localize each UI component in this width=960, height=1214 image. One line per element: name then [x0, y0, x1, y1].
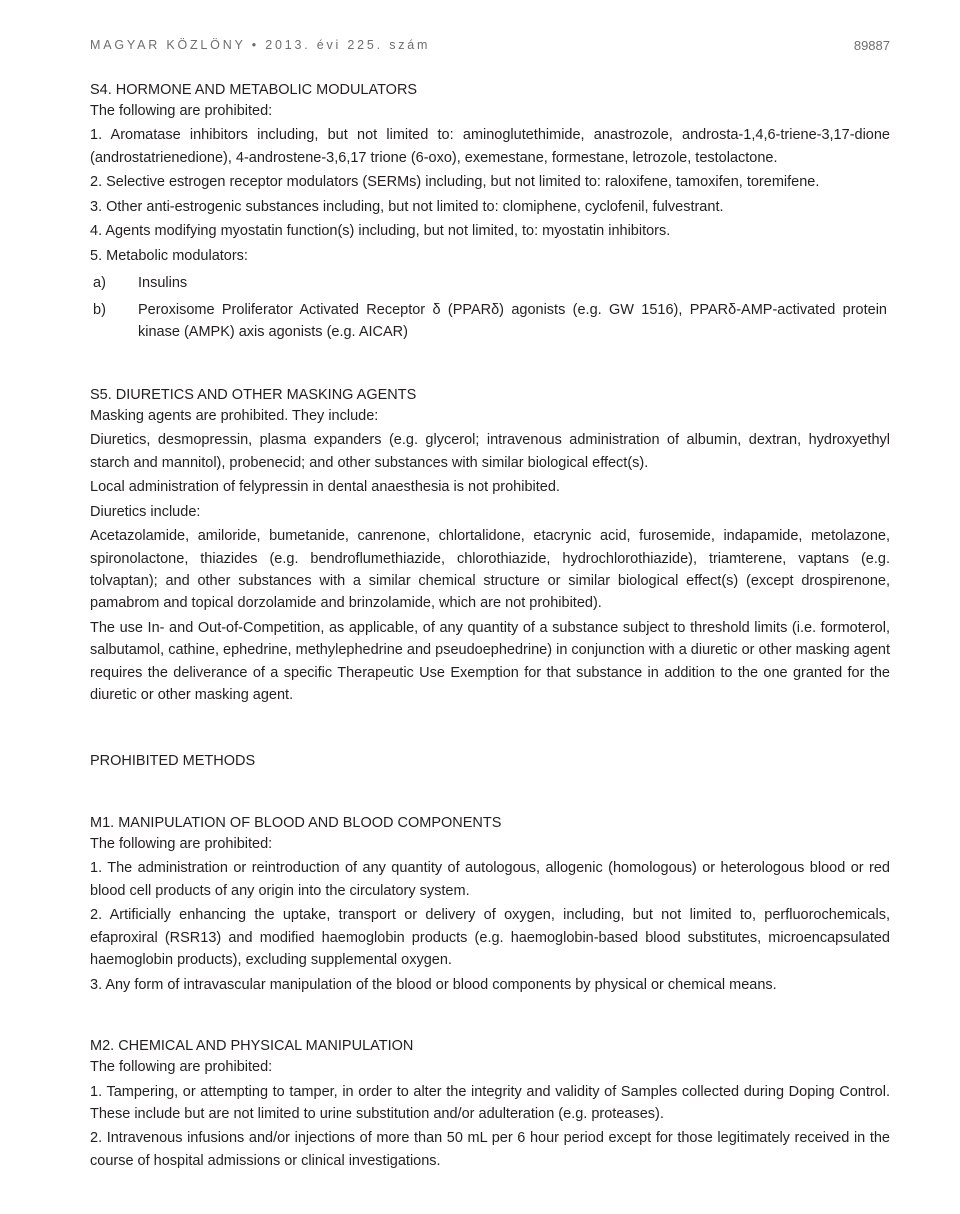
s5-p5: Acetazolamide, amiloride, bumetanide, ca…: [90, 525, 890, 615]
page-number: 89887: [854, 38, 890, 53]
s4-item-2: 2. Selective estrogen receptor modulator…: [90, 171, 890, 193]
m1-p1: 1. The administration or reintroduction …: [90, 857, 890, 902]
m1-p2: 2. Artificially enhancing the uptake, tr…: [90, 904, 890, 971]
s4-sub-a-label: a): [92, 271, 135, 295]
journal-name: MAGYAR KÖZLÖNY: [90, 38, 245, 52]
s5-title: S5. DIURETICS AND OTHER MASKING AGENTS: [90, 387, 890, 403]
s4-sub-b-label: b): [92, 298, 135, 345]
s4-item-5: 5. Metabolic modulators:: [90, 245, 890, 267]
s4-title: S4. HORMONE AND METABOLIC MODULATORS: [90, 82, 890, 98]
s5-p3: Local administration of felypressin in d…: [90, 476, 890, 498]
m2-title: M2. CHEMICAL AND PHYSICAL MANIPULATION: [90, 1038, 890, 1054]
s5-p2: Diuretics, desmopressin, plasma expander…: [90, 429, 890, 474]
s5-p6: The use In- and Out-of-Competition, as a…: [90, 617, 890, 707]
page: MAGYAR KÖZLÖNY • 2013. évi 225. szám 898…: [0, 0, 960, 1214]
issue-number: 2013. évi 225. szám: [265, 38, 430, 52]
s5-p4: Diuretics include:: [90, 501, 890, 523]
s4-sub-b: b) Peroxisome Proliferator Activated Rec…: [92, 298, 888, 345]
s4-item-3: 3. Other anti-estrogenic substances incl…: [90, 196, 890, 218]
page-header: MAGYAR KÖZLÖNY • 2013. évi 225. szám 898…: [90, 38, 890, 52]
s4-item-4: 4. Agents modifying myostatin function(s…: [90, 220, 890, 242]
m1-title: M1. MANIPULATION OF BLOOD AND BLOOD COMP…: [90, 815, 890, 831]
s4-sub-a: a) Insulins: [92, 271, 888, 295]
prohibited-methods-title: PROHIBITED METHODS: [90, 753, 890, 769]
m1-intro: The following are prohibited:: [90, 833, 890, 855]
s5-p1: Masking agents are prohibited. They incl…: [90, 405, 890, 427]
m2-p2: 2. Intravenous infusions and/or injectio…: [90, 1127, 890, 1172]
s4-sub-a-text: Insulins: [137, 271, 888, 295]
m2-p1: 1. Tampering, or attempting to tamper, i…: [90, 1081, 890, 1126]
m2-intro: The following are prohibited:: [90, 1056, 890, 1078]
header-bullet: •: [252, 38, 259, 52]
m1-p3: 3. Any form of intravascular manipulatio…: [90, 974, 890, 996]
s4-item-1: 1. Aromatase inhibitors including, but n…: [90, 124, 890, 169]
s4-intro: The following are prohibited:: [90, 100, 890, 122]
s4-sub-b-text: Peroxisome Proliferator Activated Recept…: [137, 298, 888, 345]
s4-sublist: a) Insulins b) Peroxisome Proliferator A…: [90, 269, 890, 346]
